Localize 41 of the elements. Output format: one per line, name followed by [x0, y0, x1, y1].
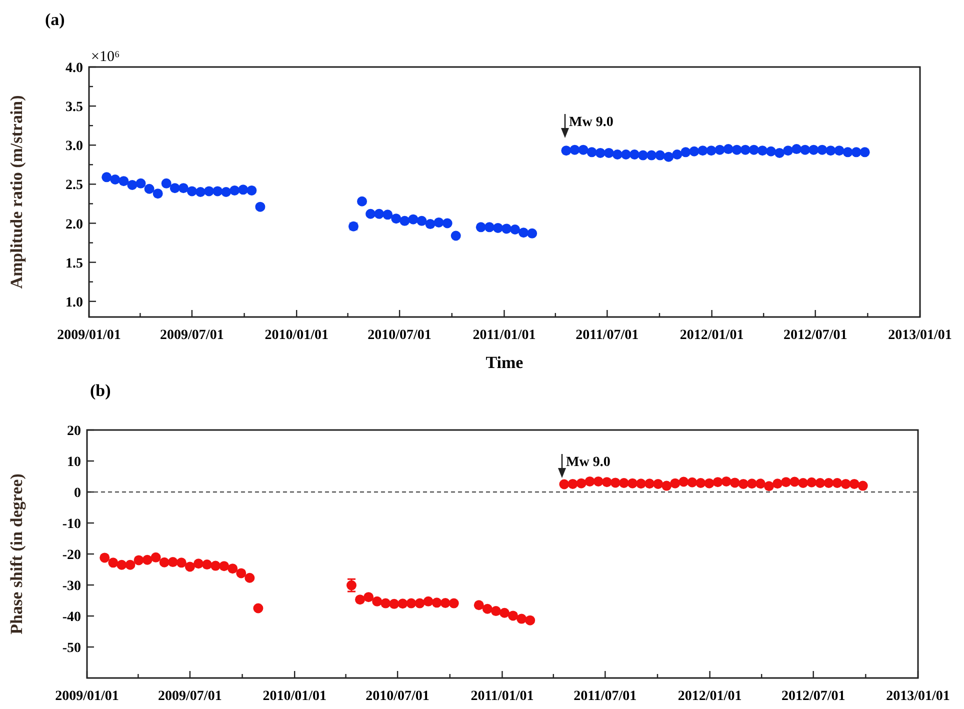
- y-tick-label: 1.0: [66, 295, 83, 310]
- chart-title: (b): [90, 381, 111, 400]
- y-tick-label: -10: [62, 517, 81, 532]
- x-axis-title: Time: [486, 353, 524, 372]
- x-tick-label: 2009/07/01: [158, 689, 222, 704]
- x-tick-label: 2012/07/01: [781, 689, 846, 704]
- x-tick-label: 2012/01/01: [678, 689, 742, 704]
- x-tick-label: 2010/07/01: [368, 328, 432, 343]
- x-tick-label: 2011/07/01: [576, 328, 639, 343]
- x-tick-label: 2011/01/01: [472, 328, 536, 343]
- y-tick-label: -40: [62, 610, 81, 625]
- x-tick-label: 2010/07/01: [366, 689, 430, 704]
- x-tick-label: 2011/01/01: [470, 689, 534, 704]
- annotation: Mw 9.0: [566, 455, 610, 470]
- y-tick-label: -30: [62, 579, 81, 594]
- text: ×10⁶: [91, 49, 120, 65]
- y-tick-label: 4.0: [66, 61, 83, 76]
- x-tick-label: 2010/01/01: [264, 328, 328, 343]
- x-tick-label: 2009/07/01: [160, 328, 224, 343]
- y-tick-label: 2.5: [66, 178, 83, 194]
- y-tick-label: 10: [67, 455, 81, 470]
- y-tick-label: 20: [67, 424, 81, 439]
- x-tick-label: 2012/01/01: [680, 328, 744, 343]
- y-tick-label: -50: [62, 641, 81, 656]
- x-tick-label: 2013/01/01: [888, 328, 952, 343]
- x-tick-label: 2009/01/01: [57, 328, 121, 343]
- y-tick-label: 3.5: [66, 100, 83, 116]
- y-axis-title: Amplitude ratio (m/strain): [7, 95, 26, 289]
- annotation: Mw 9.0: [569, 115, 614, 130]
- x-tick-label: 2010/01/01: [262, 689, 326, 704]
- y-tick-label: 0: [74, 486, 81, 501]
- y-tick-label: 3.0: [66, 139, 83, 154]
- y-tick-label: -20: [62, 548, 81, 563]
- chart-title: (a): [45, 10, 65, 29]
- x-tick-label: 2012/07/01: [783, 328, 848, 343]
- x-tick-label: 2011/07/01: [574, 689, 637, 704]
- x-tick-label: 2013/01/01: [886, 689, 950, 704]
- y-tick-label: 2.0: [66, 217, 83, 232]
- x-tick-label: 2009/01/01: [55, 689, 119, 704]
- y-axis-title: Phase shift (in degree): [7, 474, 26, 634]
- y-tick-label: 1.5: [66, 256, 83, 272]
